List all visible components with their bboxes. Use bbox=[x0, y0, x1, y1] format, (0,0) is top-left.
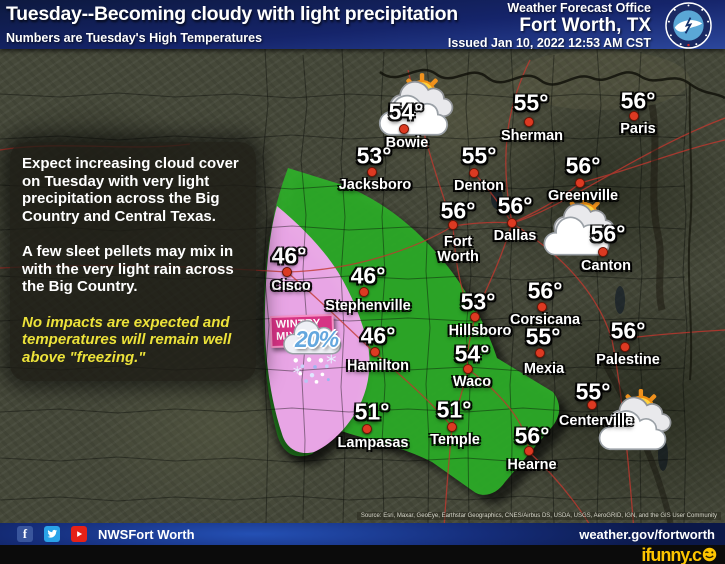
city-dot-palestine bbox=[620, 342, 630, 352]
city-dot-hamilton bbox=[370, 347, 380, 357]
issued-timestamp: Issued Jan 10, 2022 12:53 AM CST bbox=[447, 35, 651, 50]
city-dot-denton bbox=[469, 168, 479, 178]
city-dot-fort-worth bbox=[448, 220, 458, 230]
temp-label-bowie: 54° bbox=[388, 98, 424, 125]
office-location: Fort Worth, TX bbox=[519, 14, 651, 36]
temp-label-hearne: 56° bbox=[514, 422, 550, 449]
city-name-temple: Temple bbox=[430, 432, 480, 448]
city-dot-canton bbox=[598, 247, 608, 257]
temp-label-dallas: 56° bbox=[497, 192, 533, 219]
city-name-bowie: Bowie bbox=[385, 135, 429, 151]
city-dot-jacksboro bbox=[367, 167, 377, 177]
bottom-bar: ifunny.c bbox=[0, 545, 725, 564]
temp-label-waco: 54° bbox=[454, 340, 490, 367]
twitter-icon[interactable] bbox=[44, 526, 60, 542]
temp-label-corsicana: 56° bbox=[527, 277, 563, 304]
city-name-mexia: Mexia bbox=[523, 361, 565, 377]
office-block: Weather Forecast Office Fort Worth, TX I… bbox=[447, 1, 651, 51]
city-name-dallas: Dallas bbox=[493, 228, 537, 244]
temp-label-paris: 56° bbox=[620, 87, 656, 114]
social-footer: f NWSFort Worth weather.gov/fortworth bbox=[0, 523, 725, 545]
city-name-waco: Waco bbox=[452, 374, 492, 390]
forecast-infobox: Expect increasing cloud cover on Tuesday… bbox=[10, 142, 256, 382]
city-dot-cisco bbox=[282, 267, 292, 277]
temp-label-palestine: 56° bbox=[610, 317, 646, 344]
city-dot-stephenville bbox=[359, 287, 369, 297]
temp-label-stephenville: 46° bbox=[350, 262, 386, 289]
city-name-centerville: Centerville bbox=[558, 413, 634, 429]
infobox-paragraph: A few sleet pellets may mix in with the … bbox=[22, 243, 234, 296]
infobox-paragraph: Expect increasing cloud cover on Tuesday… bbox=[22, 155, 239, 225]
page-subtitle: Numbers are Tuesday's High Temperatures bbox=[6, 31, 263, 45]
city-dot-waco bbox=[463, 364, 473, 374]
temp-label-jacksboro: 53° bbox=[356, 142, 392, 169]
city-name-stephenville: Stephenville bbox=[325, 298, 411, 314]
city-name-hillsboro: Hillsboro bbox=[448, 323, 512, 339]
city-dot-sherman bbox=[524, 117, 534, 127]
city-dot-hearne bbox=[524, 446, 534, 456]
temp-label-canton: 56° bbox=[590, 220, 626, 247]
temp-label-fort-worth: 56° bbox=[440, 197, 476, 224]
city-name-hearne: Hearne bbox=[507, 457, 557, 473]
temp-label-sherman: 55° bbox=[513, 89, 549, 116]
city-name-fort-worth: Fort Worth bbox=[437, 233, 479, 265]
city-name-jacksboro: Jacksboro bbox=[338, 177, 412, 193]
city-dot-centerville bbox=[587, 400, 597, 410]
temp-label-denton: 55° bbox=[461, 142, 497, 169]
temp-label-lampasas: 51° bbox=[354, 398, 390, 425]
city-name-sherman: Sherman bbox=[500, 128, 564, 144]
infobox-note: No impacts are expected and temperatures… bbox=[22, 313, 232, 366]
facebook-icon[interactable]: f bbox=[17, 526, 33, 542]
city-name-denton: Denton bbox=[454, 178, 504, 194]
office-name: Weather Forecast Office bbox=[507, 1, 651, 15]
city-dot-bowie bbox=[399, 124, 409, 134]
city-dot-hillsboro bbox=[470, 312, 480, 322]
nws-logo bbox=[665, 2, 712, 49]
ifunny-smiley-icon bbox=[702, 547, 717, 562]
temp-label-hamilton: 46° bbox=[360, 322, 396, 349]
ifunny-watermark-text: ifunny.c bbox=[641, 544, 702, 564]
page-title: Tuesday--Becoming cloudy with light prec… bbox=[6, 3, 458, 25]
city-name-palestine: Palestine bbox=[596, 352, 660, 368]
social-account-name: NWSFort Worth bbox=[98, 527, 195, 542]
city-dot-mexia bbox=[535, 348, 545, 358]
map-attribution: Source: Esri, Maxar, GeoEye, Earthstar G… bbox=[356, 512, 721, 520]
city-dot-corsicana bbox=[537, 302, 547, 312]
city-name-hamilton: Hamilton bbox=[346, 358, 410, 374]
city-name-cisco: Cisco bbox=[271, 278, 311, 294]
city-name-paris: Paris bbox=[620, 121, 656, 137]
city-name-lampasas: Lampasas bbox=[337, 435, 409, 451]
city-dot-dallas bbox=[507, 218, 517, 228]
temp-label-mexia: 55° bbox=[525, 323, 561, 350]
youtube-icon[interactable] bbox=[71, 526, 87, 542]
forecast-header: Tuesday--Becoming cloudy with light prec… bbox=[0, 0, 725, 51]
city-dot-lampasas bbox=[362, 424, 372, 434]
weather-gov-url[interactable]: weather.gov/fortworth bbox=[579, 527, 715, 542]
city-dot-greenville bbox=[575, 178, 585, 188]
city-dot-paris bbox=[629, 111, 639, 121]
city-name-canton: Canton bbox=[581, 258, 631, 274]
ifunny-watermark: ifunny.c bbox=[641, 545, 717, 564]
city-dot-temple bbox=[447, 422, 457, 432]
temp-label-cisco: 46° bbox=[271, 242, 307, 269]
temp-label-hillsboro: 53° bbox=[460, 288, 496, 315]
temp-label-greenville: 56° bbox=[565, 152, 601, 179]
temp-label-temple: 51° bbox=[436, 396, 472, 423]
city-name-greenville: Greenville bbox=[547, 188, 619, 204]
